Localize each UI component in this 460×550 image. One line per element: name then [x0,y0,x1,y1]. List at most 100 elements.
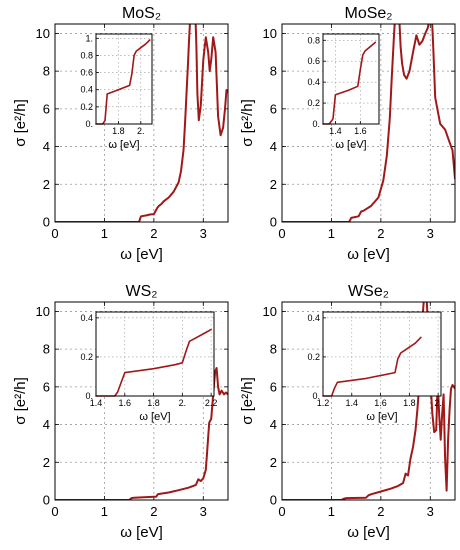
y-tick-label: 10 [263,304,277,319]
inset-y-tick-label: 0.6 [80,68,93,78]
y-tick-label: 4 [270,417,277,432]
y-tick-label: 10 [263,26,277,41]
x-tick-label: 3 [200,504,207,519]
inset-y-tick-label: 0.8 [307,35,320,45]
inset-y-tick-label: 0.2 [80,352,93,362]
plot-frame [281,301,456,501]
inset-y-tick-label: 0.2 [80,102,93,112]
inset-x-tick-label: 1.6 [354,126,367,136]
x-tick-label: 0 [51,226,58,241]
inset-x-axis-label: ω [eV] [108,139,139,151]
y-tick-label: 8 [43,64,50,79]
inset-series-line [95,39,151,125]
y-tick-label: 8 [270,342,277,357]
series-line [55,24,228,222]
inset-y-tick-label: 0.4 [307,77,320,87]
x-tick-label: 1 [101,226,108,241]
plot-frame [281,23,456,223]
x-tick-label: 2 [377,504,384,519]
inset-y-tick-label: 0.8 [80,50,93,60]
x-tick-label: 1 [101,504,108,519]
panel-2: 0 1 2 3 0 2 4 6 8 10 MoSe₂ ω [eV] σ [e²/h] 1.4 1.6 0. 0.… [239,5,456,263]
x-tick-label: 2 [150,226,157,241]
series-line [55,367,228,500]
panel-title: MoS₂ [122,5,161,22]
inset-series-line [322,41,377,125]
x-tick-label: 2 [377,226,384,241]
inset-frame [322,33,380,125]
inset-x-tick-label: 2.2 [205,398,218,408]
inset-x-tick-label: 2. [434,398,442,408]
x-axis-label: ω [eV] [347,524,390,541]
inset-series-line [95,328,212,397]
x-tick-label: 3 [427,226,434,241]
inset-frame [95,311,215,397]
inset-y-tick-label: 0.4 [80,85,93,95]
y-tick-label: 0 [43,215,50,230]
inset-y-tick-label: 0. [85,391,93,401]
y-tick-label: 10 [36,304,50,319]
x-tick-label: 3 [427,504,434,519]
inset-plot: 1.4 1.6 1.8 2. 2.2 0. 0.2 0.4 ω [eV] [80,311,218,423]
plot-frame [54,23,229,223]
panel-title: WS₂ [126,283,158,300]
x-tick-label: 0 [278,226,285,241]
inset-x-axis-label: ω [eV] [139,411,170,423]
y-tick-label: 2 [270,455,277,470]
inset-y-tick-label: 0.6 [307,56,320,66]
inset-x-axis-label: ω [eV] [366,411,397,423]
panel-title: WSe₂ [348,283,389,300]
inset-background [95,33,153,125]
inset-x-tick-label: 1.6 [119,398,132,408]
y-tick-label: 6 [270,379,277,394]
inset-x-axis-label: ω [eV] [335,139,366,151]
x-tick-label: 0 [51,504,58,519]
inset-x-tick-label: 1.2 [317,398,330,408]
inset-frame [322,311,442,397]
inset-plot: 1.4 1.6 0. 0.2 0.4 0.6 0.8 ω [eV] [307,33,380,151]
y-tick-label: 6 [43,379,50,394]
inset-x-tick-label: 1.4 [90,398,103,408]
inset-y-tick-label: 0.4 [80,313,93,323]
x-axis-label: ω [eV] [347,246,390,263]
inset-x-tick-label: 1.4 [329,126,342,136]
y-tick-label: 2 [43,455,50,470]
x-tick-label: 1 [328,226,335,241]
y-tick-label: 4 [43,139,50,154]
x-tick-label: 2 [150,504,157,519]
inset-x-tick-label: 1.8 [403,398,416,408]
inset-x-tick-label: 1.8 [147,398,160,408]
y-tick-label: 4 [270,139,277,154]
series-line [282,24,455,222]
y-axis-label: σ [e²/h] [239,377,256,425]
x-tick-label: 1 [328,504,335,519]
inset-background [322,33,380,125]
y-tick-label: 6 [43,101,50,116]
y-tick-label: 0 [270,493,277,508]
y-axis-label: σ [e²/h] [12,377,29,425]
inset-frame [95,33,153,125]
y-tick-label: 0 [270,215,277,230]
inset-background [95,311,215,397]
inset-y-tick-label: 0.2 [307,98,320,108]
y-tick-label: 6 [270,101,277,116]
inset-series-line [322,336,422,397]
inset-y-tick-label: 0. [85,119,93,129]
inset-x-tick-label: 2. [179,398,187,408]
inset-y-tick-label: 0. [312,119,320,129]
inset-y-tick-label: 1. [85,33,93,43]
inset-x-tick-label: 1.8 [112,126,125,136]
y-tick-label: 8 [270,64,277,79]
y-tick-label: 0 [43,493,50,508]
inset-y-tick-label: 0.4 [307,313,320,323]
y-tick-label: 2 [270,177,277,192]
inset-x-tick-label: 1.4 [346,398,359,408]
x-tick-label: 3 [200,226,207,241]
x-axis-label: ω [eV] [120,524,163,541]
x-axis-label: ω [eV] [120,246,163,263]
y-tick-label: 8 [43,342,50,357]
series-line [282,302,455,500]
